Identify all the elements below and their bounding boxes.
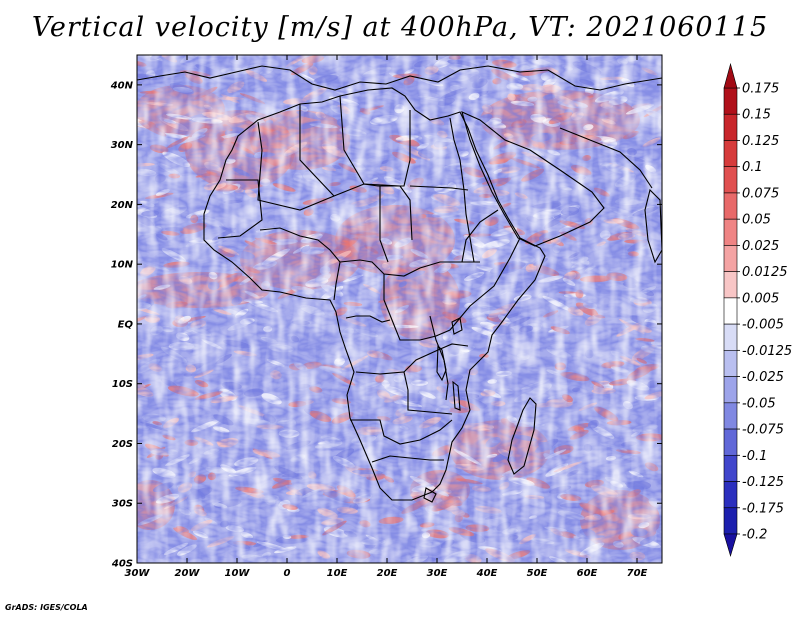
chart-title: Vertical velocity [m/s] at 400hPa, VT: 2… — [31, 12, 769, 43]
colorbar-label: 0.0125 — [742, 265, 788, 280]
colorbar-label: -0.075 — [742, 423, 784, 438]
plot-frame — [136, 54, 663, 564]
colorbar-swatch — [723, 166, 738, 194]
colorbar-swatch — [723, 428, 738, 456]
lon-tick-label: 40E — [476, 568, 498, 579]
lat-tick-label: EQ — [118, 319, 134, 330]
lat-tick-label: 40N — [110, 80, 134, 91]
lon-tick-label: 10E — [327, 568, 348, 579]
lon-tick-label: 70E — [627, 568, 648, 579]
colorbar-label: 0.025 — [742, 239, 779, 254]
colorbar-swatch — [723, 192, 738, 220]
colorbar-max-triangle — [723, 62, 738, 89]
colorbar-swatch — [723, 323, 738, 351]
colorbar: 0.175 0.15 0.125 0.1 0.075 0.05 0.025 0.0125 0.0… — [723, 62, 792, 558]
lon-tick-label: 30W — [125, 568, 151, 579]
colorbar-label: -0.05 — [742, 396, 776, 411]
colorbar-swatch — [723, 271, 738, 299]
colorbar-label: 0.005 — [742, 291, 779, 306]
lat-tick-label: 20S — [112, 439, 133, 450]
colorbar-swatch — [723, 113, 738, 141]
colorbar-swatch — [723, 140, 738, 168]
colorbar-swatch — [723, 507, 738, 535]
coastline-borders — [137, 65, 662, 503]
colorbar-swatch — [723, 297, 738, 325]
lat-tick-label: 10N — [111, 260, 134, 271]
colorbar-label: 0.05 — [742, 213, 771, 228]
colorbar-swatch — [723, 376, 738, 404]
colorbar-label: -0.0125 — [742, 344, 792, 359]
lon-tick-label: 60E — [577, 568, 598, 579]
velocity-field — [137, 55, 662, 563]
lon-tick-label: 0 — [284, 568, 291, 579]
colorbar-swatch — [723, 245, 738, 272]
colorbar-swatch — [723, 87, 738, 115]
lat-tick-label: 10S — [112, 379, 133, 390]
colorbar-swatch — [723, 218, 738, 246]
lat-tick-label: 30S — [112, 499, 133, 510]
colorbar-label: -0.175 — [742, 501, 784, 516]
lat-tick-label: 40S — [111, 559, 133, 570]
lon-tick-label: 10W — [225, 568, 251, 579]
colorbar-label: 0.175 — [742, 82, 779, 97]
colorbar-label: -0.2 — [742, 528, 767, 543]
lat-tick-label: 30N — [111, 140, 134, 151]
latitude-axis: 40N 30N 20N 10N EQ 10S 20S 30S 40S — [110, 80, 662, 570]
colorbar-label: -0.125 — [742, 475, 784, 490]
credit-label: GrADS: IGES/COLA — [5, 603, 88, 612]
lon-tick-label: 20W — [175, 568, 201, 579]
colorbar-label: -0.005 — [742, 318, 784, 333]
colorbar-min-triangle — [723, 533, 738, 558]
longitude-axis: 30W 20W 10W 0 10E 20E 30E 40E 50E 60E 70E — [125, 55, 648, 579]
colorbar-swatch — [723, 454, 738, 482]
colorbar-label: -0.1 — [742, 449, 767, 464]
colorbar-swatch — [723, 350, 738, 377]
colorbar-label: 0.125 — [742, 134, 779, 149]
lon-tick-label: 20E — [377, 568, 398, 579]
lon-tick-label: 50E — [527, 568, 548, 579]
colorbar-label: 0.075 — [742, 186, 779, 201]
lon-tick-label: 30E — [427, 568, 448, 579]
lat-tick-label: 20N — [111, 200, 134, 211]
colorbar-label: 0.15 — [742, 108, 771, 123]
colorbar-label: -0.025 — [742, 370, 784, 385]
colorbar-swatch — [723, 402, 738, 430]
colorbar-label: 0.1 — [742, 160, 763, 175]
colorbar-swatch — [723, 481, 738, 509]
